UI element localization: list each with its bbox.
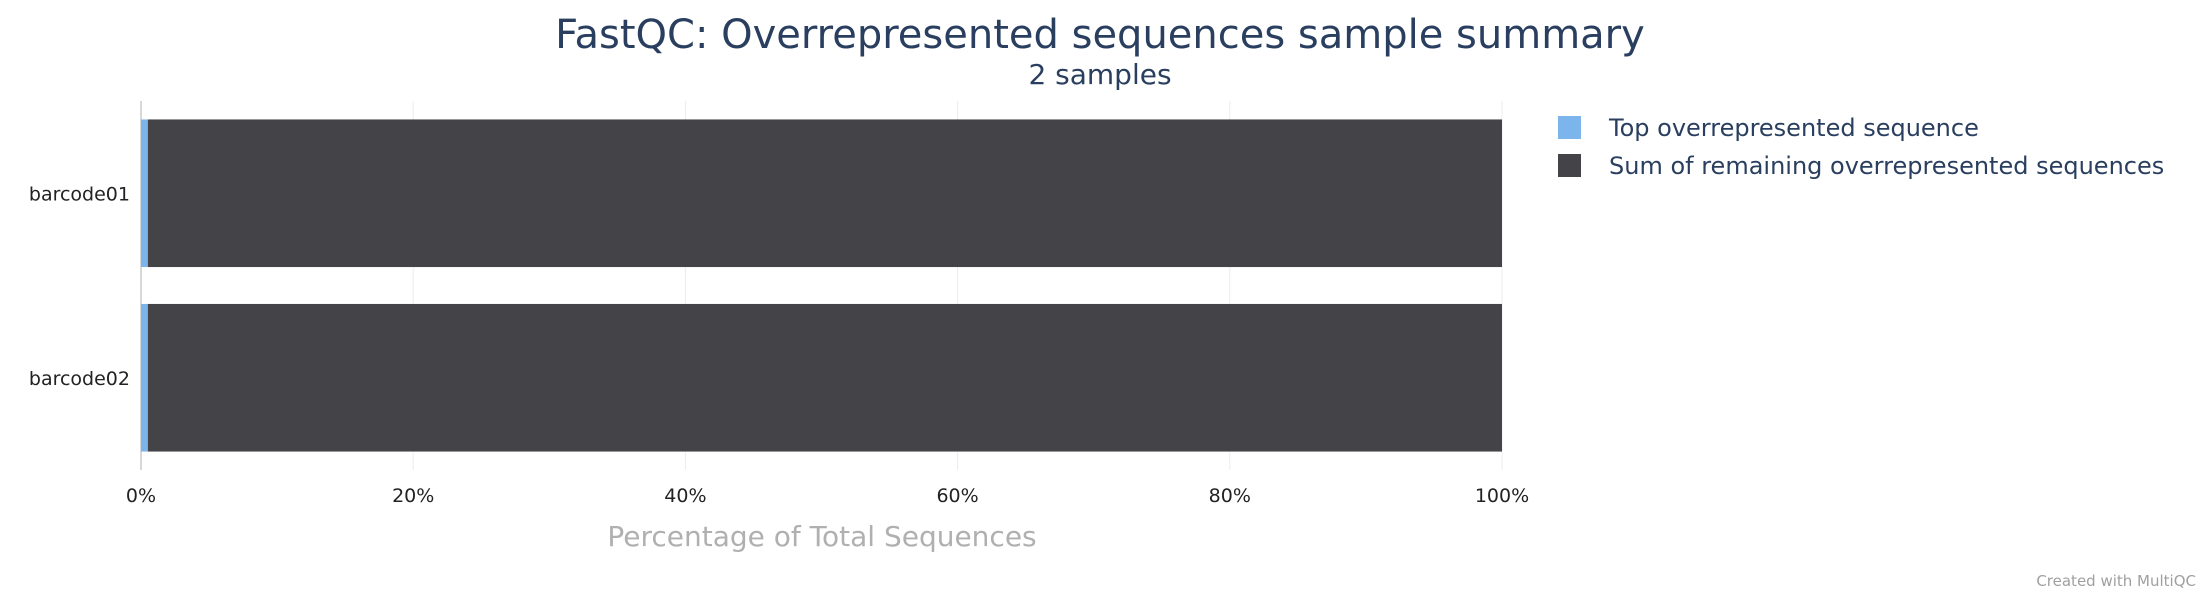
y-axis-labels: barcode01 barcode02 bbox=[29, 183, 130, 390]
y-tick-label: barcode02 bbox=[29, 368, 130, 390]
credit-text: Created with MultiQC bbox=[2036, 572, 2196, 590]
x-tick-label: 100% bbox=[1475, 485, 1529, 507]
x-axis-label: Percentage of Total Sequences bbox=[607, 520, 1036, 553]
x-axis-ticks: 0% 20% 40% 60% 80% 100% bbox=[126, 485, 1529, 507]
legend-label[interactable]: Top overrepresented sequence bbox=[1608, 114, 1979, 142]
x-tick-label: 80% bbox=[1209, 485, 1251, 507]
legend-swatch bbox=[1558, 116, 1581, 139]
x-tick-label: 60% bbox=[936, 485, 978, 507]
x-tick-label: 40% bbox=[664, 485, 706, 507]
bars bbox=[141, 119, 1503, 452]
x-tick-label: 0% bbox=[126, 485, 156, 507]
legend: Top overrepresented sequence Sum of remai… bbox=[1558, 114, 2164, 180]
legend-swatch bbox=[1558, 154, 1581, 177]
chart-title: FastQC: Overrepresented sequences sample… bbox=[555, 12, 1645, 58]
chart-subtitle: 2 samples bbox=[1028, 58, 1171, 91]
bar-segment-remaining-sequences[interactable] bbox=[147, 303, 1503, 452]
legend-label[interactable]: Sum of remaining overrepresented sequenc… bbox=[1609, 152, 2164, 180]
bar-segment-top-sequence[interactable] bbox=[141, 303, 148, 452]
x-tick-label: 20% bbox=[392, 485, 434, 507]
bar-segment-remaining-sequences[interactable] bbox=[147, 119, 1503, 268]
bar-segment-top-sequence[interactable] bbox=[141, 119, 148, 268]
y-tick-label: barcode01 bbox=[29, 183, 130, 205]
